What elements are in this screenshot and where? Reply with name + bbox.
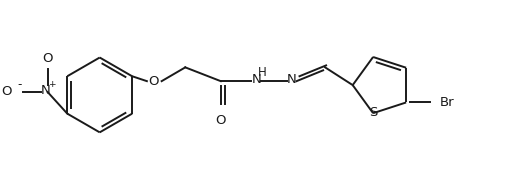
Text: S: S [369,106,377,119]
Text: O: O [42,52,53,65]
Text: O: O [148,75,159,88]
Text: +: + [48,80,55,89]
Text: N: N [251,73,261,86]
Text: H: H [258,66,267,79]
Text: O: O [215,114,226,127]
Text: O: O [2,86,12,98]
Text: N: N [287,73,297,86]
Text: N: N [41,84,50,96]
Text: -: - [18,78,22,91]
Text: Br: Br [439,96,454,109]
